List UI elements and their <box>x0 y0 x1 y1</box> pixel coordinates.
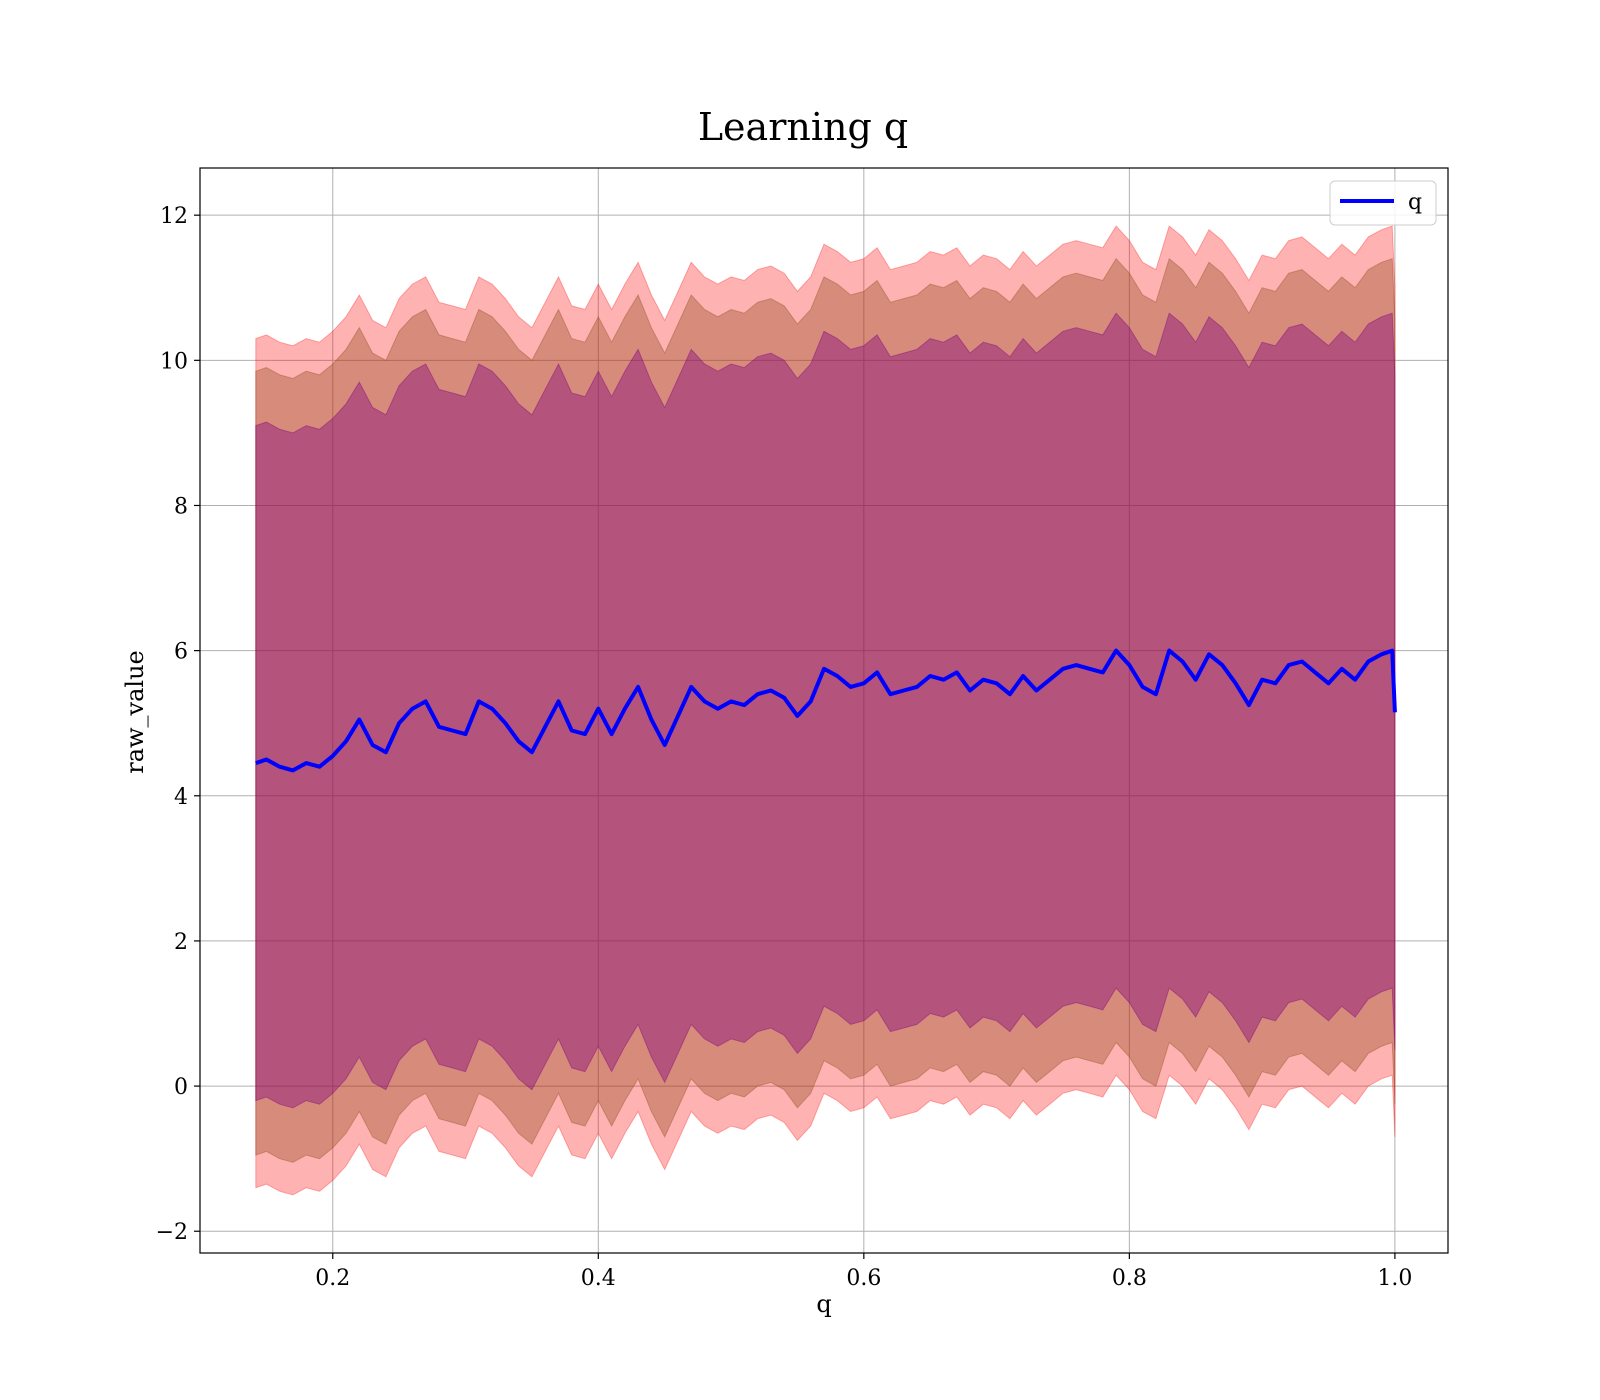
y-axis-label: raw_value <box>121 650 149 774</box>
confidence-band <box>255 257 1396 1163</box>
y-tick-label: 2 <box>174 930 188 955</box>
chart-title: Learning q <box>698 105 908 149</box>
confidence-bands <box>255 225 1396 1196</box>
series-lines <box>255 648 1397 773</box>
confidence-band <box>255 312 1396 1109</box>
legend-label-q: q <box>1408 190 1422 215</box>
y-tick-label: 4 <box>174 785 188 810</box>
x-tick-label: 0.6 <box>846 1266 881 1291</box>
x-tick-label: 1.0 <box>1377 1266 1412 1291</box>
y-tick-label: 12 <box>160 204 188 229</box>
y-tick-label: 6 <box>174 640 188 665</box>
y-tick-label: −2 <box>156 1220 188 1245</box>
y-tick-label: 0 <box>174 1075 188 1100</box>
plot-frame <box>199 167 1449 1254</box>
y-tick-label: 10 <box>160 349 188 374</box>
y-axis-ticks: −2 0 2 4 6 8 10 12 <box>156 204 200 1245</box>
series-line-q <box>255 648 1397 773</box>
y-tick-label: 8 <box>174 494 188 519</box>
x-tick-label: 0.4 <box>581 1266 616 1291</box>
legend: q <box>1329 180 1437 226</box>
x-tick-label: 0.2 <box>315 1266 350 1291</box>
x-axis-label: q <box>816 1290 831 1318</box>
x-tick-label: 0.8 <box>1112 1266 1147 1291</box>
x-axis-ticks: 0.2 0.4 0.6 0.8 1.0 <box>315 1253 1412 1291</box>
confidence-band <box>255 225 1396 1196</box>
